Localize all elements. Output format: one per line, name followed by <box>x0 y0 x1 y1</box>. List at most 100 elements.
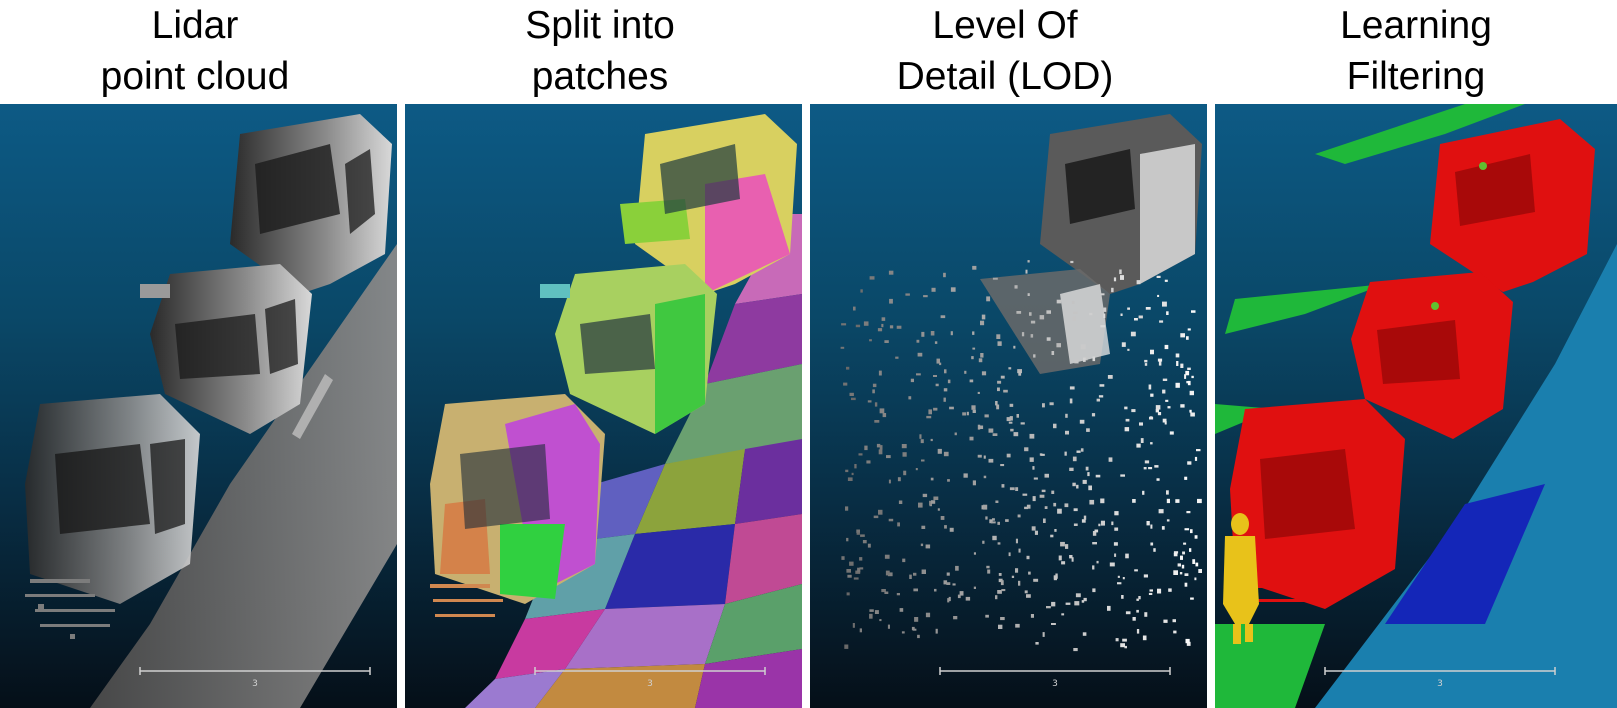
lod-point <box>882 413 887 418</box>
lod-point <box>989 519 993 524</box>
lod-point <box>1139 422 1143 426</box>
lod-point <box>986 565 990 569</box>
lod-point <box>1113 277 1117 282</box>
lod-point <box>1138 315 1143 319</box>
lod-point <box>1013 345 1016 349</box>
point-scatter <box>25 579 115 639</box>
lod-point <box>1114 553 1117 557</box>
lod-point <box>911 626 915 631</box>
lod-point <box>952 583 956 586</box>
lod-point <box>972 480 976 486</box>
lod-point <box>1080 448 1084 452</box>
lod-point <box>1186 511 1191 514</box>
panel-lidar-point-cloud: 3 <box>0 104 397 708</box>
lod-point <box>1071 557 1074 562</box>
caption-learning-filtering: Learning Filtering <box>1215 0 1617 102</box>
lod-point <box>901 631 905 634</box>
lod-point <box>950 331 953 336</box>
lod-point <box>841 323 847 326</box>
scale-label: 3 <box>1052 679 1058 689</box>
lod-point <box>995 595 998 600</box>
lod-point <box>1043 518 1046 523</box>
lod-point <box>1173 551 1179 554</box>
lod-point <box>858 453 863 456</box>
lod-point <box>1029 433 1035 439</box>
lod-point <box>1187 380 1191 386</box>
lod-point <box>1069 386 1075 390</box>
lod-point <box>1072 482 1076 487</box>
lod-point <box>1018 371 1022 376</box>
lod-point <box>1030 334 1034 338</box>
lod-point <box>1194 535 1198 539</box>
car-near <box>1230 399 1405 609</box>
lod-point <box>1108 457 1113 462</box>
lod-point <box>940 315 946 319</box>
lod-point <box>921 331 925 337</box>
lod-point <box>955 565 959 571</box>
lod-point <box>937 508 940 511</box>
lod-point <box>1060 541 1065 547</box>
lod-point <box>971 405 976 410</box>
lod-point <box>897 522 900 527</box>
lod-point <box>1009 416 1013 421</box>
lod-point <box>1032 496 1036 502</box>
lod-point <box>1162 378 1168 381</box>
lod-point <box>846 366 850 370</box>
lod-point <box>1013 432 1019 437</box>
panel-split-into-patches: 3 <box>405 104 802 708</box>
lod-point <box>928 409 932 415</box>
car-far <box>1040 114 1202 294</box>
lod-point <box>899 608 904 612</box>
lod-point <box>1051 623 1056 625</box>
lod-point <box>908 396 912 400</box>
lod-point <box>1056 299 1062 304</box>
lod-point <box>996 404 1000 410</box>
lod-point <box>1162 389 1166 394</box>
lod-point <box>1120 643 1125 648</box>
lod-point <box>1144 359 1148 363</box>
lod-point <box>856 532 860 535</box>
lod-point <box>1157 412 1162 416</box>
lod-point <box>934 588 937 592</box>
lod-point <box>1005 519 1009 522</box>
caption-line-2: Detail (LOD) <box>896 55 1114 98</box>
lod-point <box>1131 409 1136 413</box>
lod-point <box>1179 572 1183 575</box>
lod-point <box>980 353 984 358</box>
lod-point <box>1132 499 1136 503</box>
lod-point <box>936 358 940 364</box>
lod-point <box>1186 336 1189 340</box>
lod-point <box>1008 367 1012 370</box>
lod-point <box>1016 311 1022 314</box>
lod-point <box>983 475 987 479</box>
lod-point <box>977 391 980 394</box>
lod-point <box>1065 413 1068 418</box>
lod-point <box>884 591 889 594</box>
lod-point <box>972 347 976 350</box>
lod-point <box>1015 623 1020 628</box>
lod-point <box>1155 405 1161 410</box>
lod-point <box>1008 421 1013 424</box>
caption-line-1: Learning <box>1340 4 1492 47</box>
lod-point <box>886 455 891 459</box>
lod-point <box>862 540 867 544</box>
lod-point <box>905 293 910 296</box>
lod-point <box>950 287 956 292</box>
lod-point <box>1011 575 1015 578</box>
lod-point <box>916 373 921 376</box>
lod-point <box>947 598 950 603</box>
lod-point <box>859 557 863 561</box>
lod-point <box>1150 524 1153 529</box>
lod-point <box>1158 361 1162 366</box>
road-class-region <box>1385 484 1545 624</box>
lod-point <box>1026 555 1030 560</box>
lod-point <box>1182 551 1185 555</box>
lod-point <box>1150 542 1154 546</box>
lod-point <box>872 383 877 388</box>
lod-point <box>1053 575 1057 581</box>
lod-point <box>1148 592 1153 595</box>
lod-point <box>1009 403 1014 407</box>
lod-point <box>1119 269 1122 275</box>
lod-point <box>1094 529 1099 533</box>
lod-point <box>1053 502 1057 507</box>
